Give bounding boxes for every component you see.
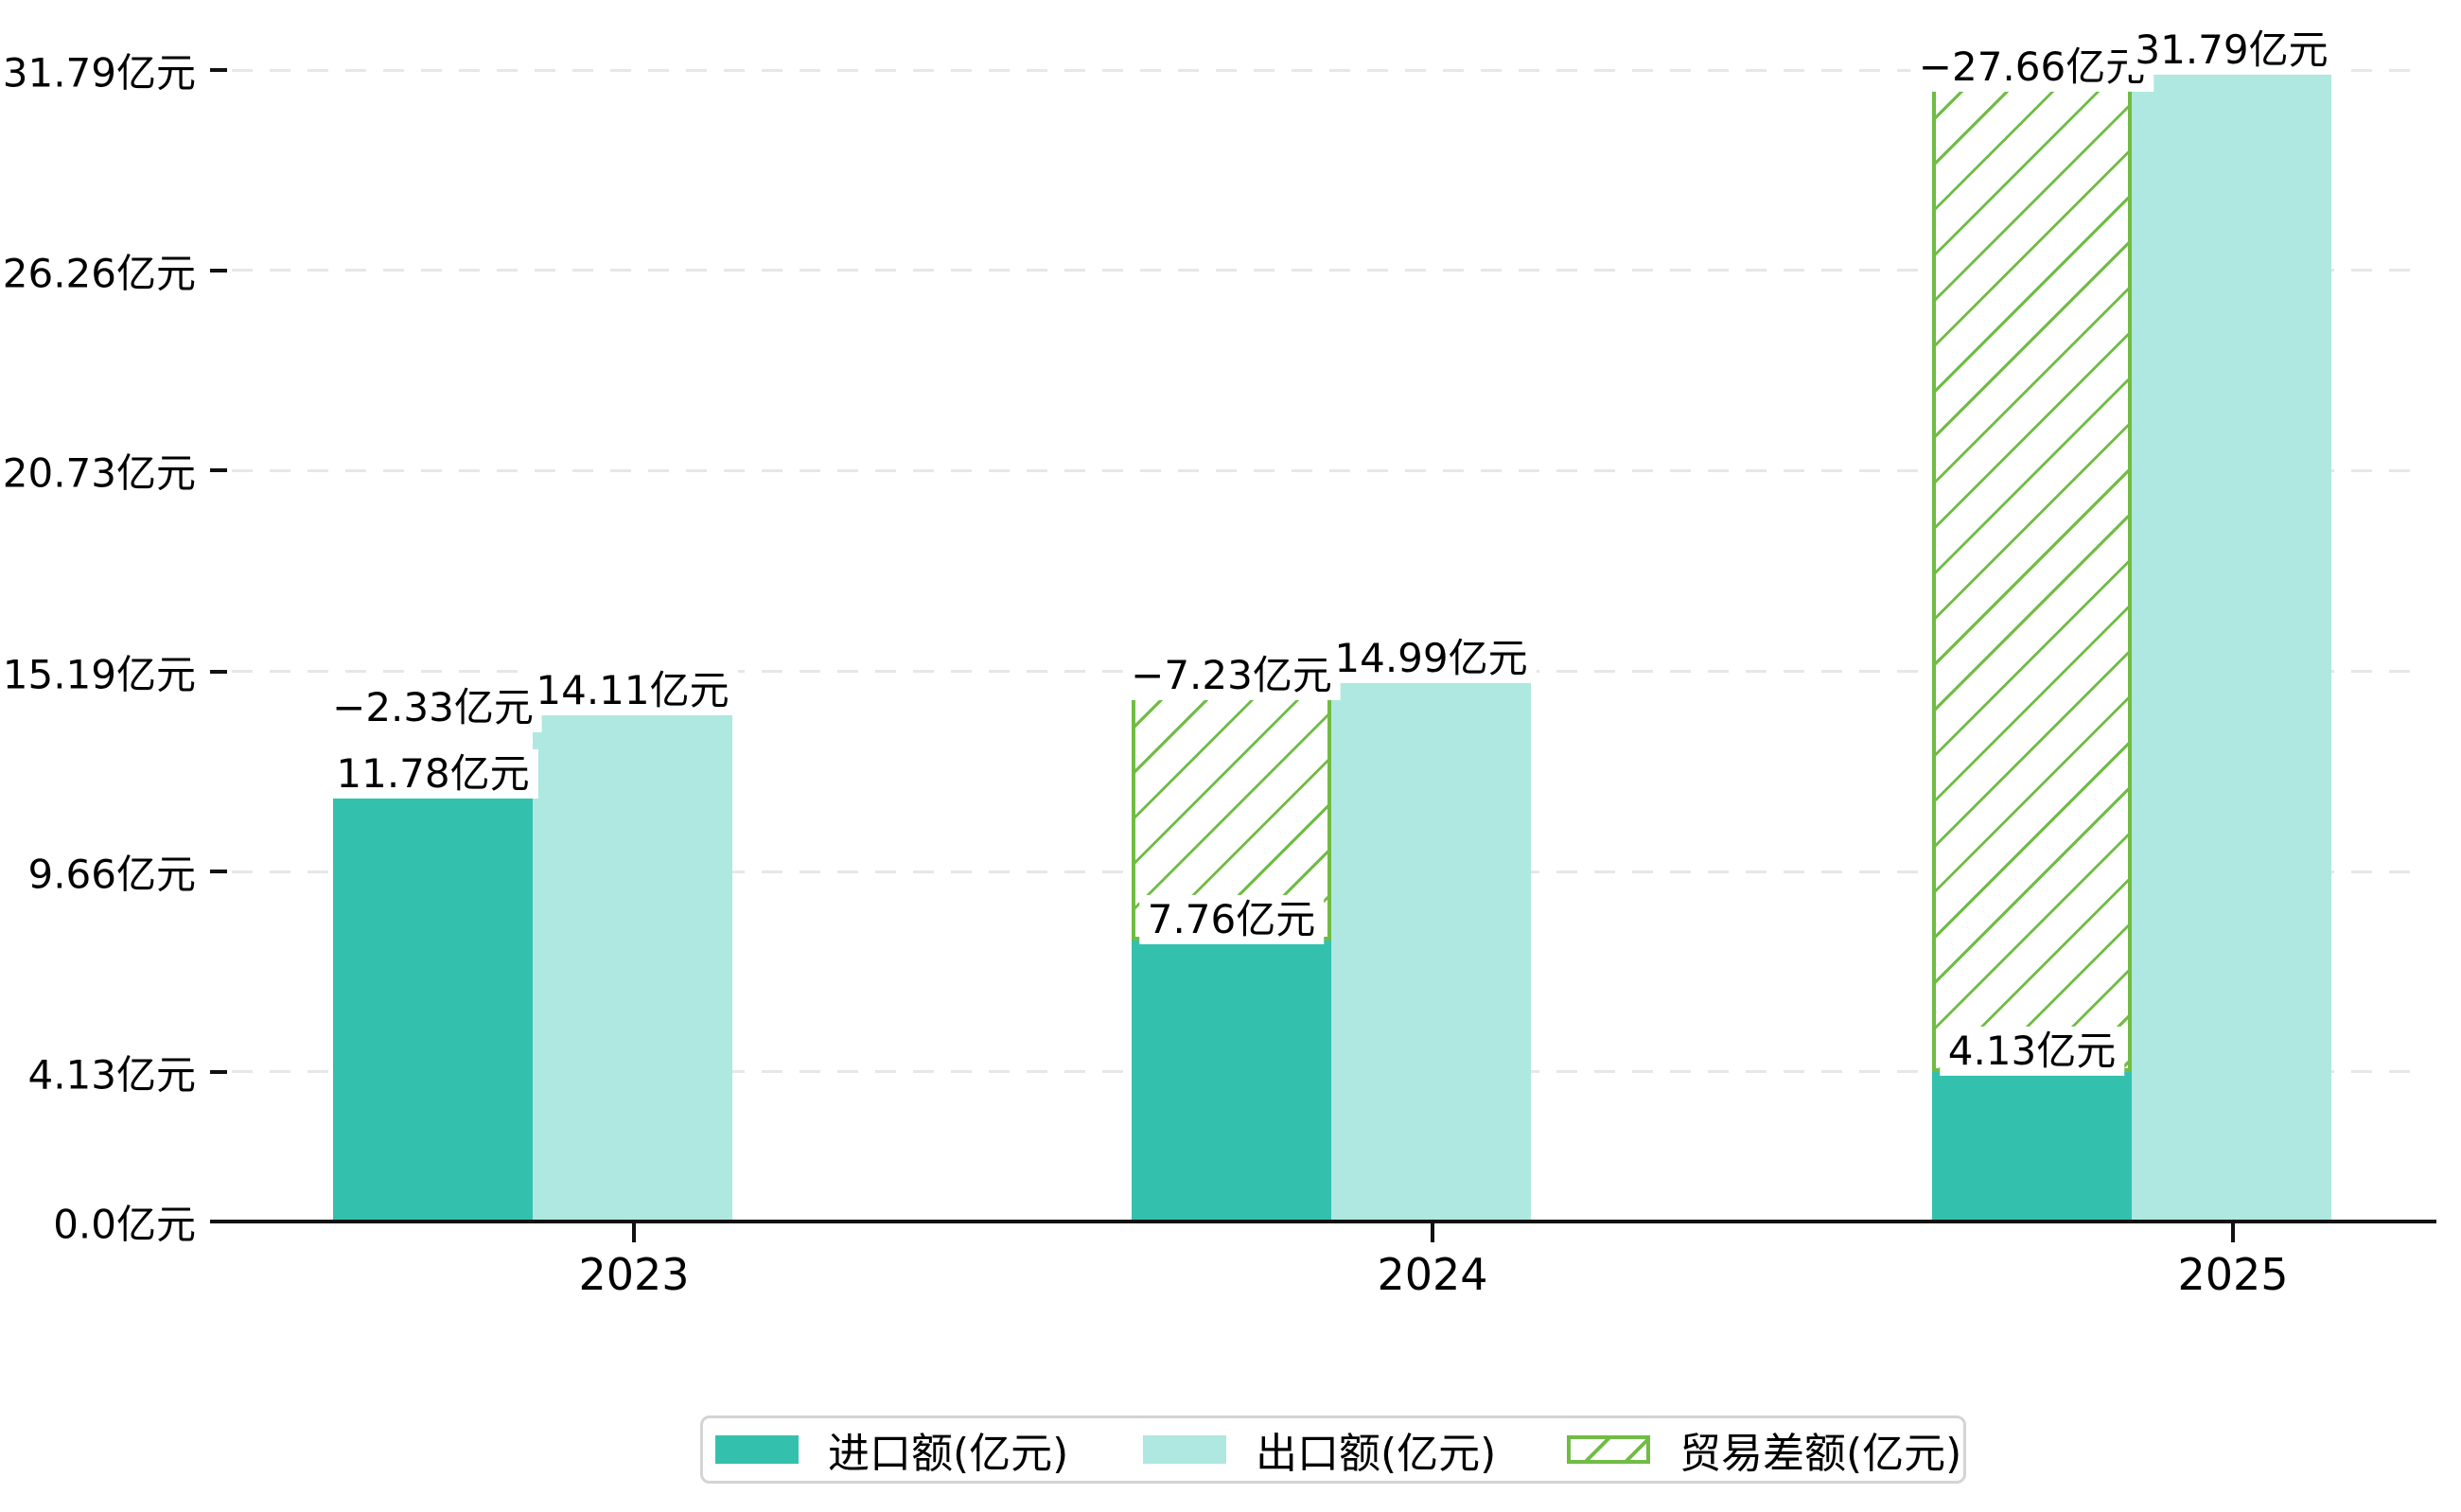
export-bar-2023: [533, 710, 732, 1222]
export-value-label-2023: 14.11亿元: [527, 665, 738, 715]
y-tick-mark: [210, 870, 227, 874]
legend-item-trade-balance: 贸易差额(亿元): [1567, 1418, 1961, 1481]
y-tick-label: 0.0亿元: [53, 1201, 196, 1248]
trade-balance-value-label-2023: −2.33亿元: [324, 682, 542, 732]
y-tick-label: 4.13亿元: [27, 1051, 196, 1099]
x-tick-label-2023: 2023: [578, 1249, 690, 1300]
import-value-label-2025: 4.13亿元: [1939, 1026, 2125, 1076]
legend-label-export: 出口额(亿元): [1256, 1430, 1497, 1478]
import-value-label-2023: 11.78亿元: [327, 748, 538, 800]
trade-balance-value-label-2025: −27.66亿元: [1909, 42, 2154, 93]
legend-item-import: 进口额(亿元): [715, 1418, 1068, 1481]
legend-swatch-export: [1143, 1435, 1226, 1464]
x-axis-line: [227, 1220, 2436, 1223]
legend-swatch-trade-balance: [1567, 1435, 1650, 1464]
legend-item-export: 出口额(亿元): [1143, 1418, 1496, 1481]
x-tick-mark: [1431, 1222, 1434, 1242]
export-value-label-2025: 31.79亿元: [2126, 25, 2337, 76]
trade-balance-value-label-2024: −7.23亿元: [1122, 651, 1341, 701]
x-tick-mark: [2231, 1222, 2235, 1242]
import-bar-2025: [1932, 1071, 2132, 1222]
import-bar-2023: [333, 795, 533, 1222]
legend-label-import: 进口额(亿元): [828, 1430, 1069, 1478]
legend-label-trade-balance: 贸易差额(亿元): [1679, 1430, 1962, 1478]
import-bar-2024: [1132, 940, 1331, 1222]
export-bar-2024: [1331, 678, 1531, 1222]
export-value-label-2024: 14.99亿元: [1326, 634, 1537, 684]
y-tick-label: 15.19亿元: [2, 651, 196, 698]
y-tick-mark: [210, 268, 227, 273]
legend: 进口额(亿元) 出口额(亿元) 贸易差额(亿元): [700, 1415, 1966, 1484]
x-tick-label-2024: 2024: [1377, 1249, 1488, 1300]
trade-balance-hatch-bar-2025: [1932, 70, 2132, 1072]
y-tick-label: 26.26亿元: [2, 250, 196, 297]
y-tick-mark: [210, 468, 227, 473]
export-bar-2025: [2132, 70, 2331, 1222]
y-tick-mark: [210, 1220, 227, 1223]
gridline: [232, 269, 2422, 273]
y-tick-label: 31.79亿元: [2, 49, 196, 97]
x-tick-label-2025: 2025: [2177, 1249, 2289, 1300]
x-tick-mark: [632, 1222, 636, 1242]
legend-swatch-import: [715, 1435, 799, 1464]
y-tick-mark: [210, 1069, 227, 1074]
gridline: [232, 68, 2422, 72]
import-value-label-2024: 7.76亿元: [1138, 894, 1325, 945]
y-tick-mark: [210, 669, 227, 674]
trade-balance-hatch-bar-2024: [1132, 678, 1331, 941]
y-tick-label: 9.66亿元: [27, 851, 196, 898]
y-tick-mark: [210, 68, 227, 73]
y-tick-label: 20.73亿元: [2, 449, 196, 497]
gridline: [232, 468, 2422, 472]
